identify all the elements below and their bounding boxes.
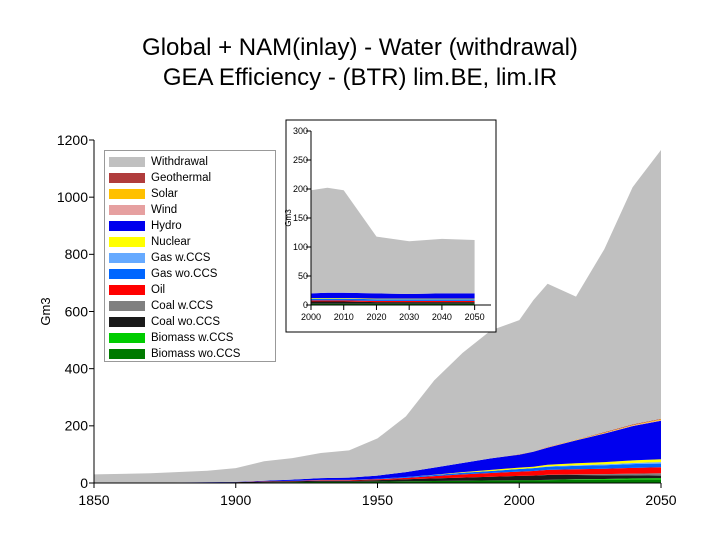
legend-swatch — [109, 317, 145, 327]
legend-label: Coal w.CCS — [151, 300, 213, 312]
inset-y-tick-label: 150 — [293, 213, 308, 223]
series-oil — [94, 467, 661, 483]
legend-swatch — [109, 269, 145, 279]
legend-swatch — [109, 253, 145, 263]
chart-title-line1: Global + NAM(inlay) - Water (withdrawal) — [142, 34, 578, 61]
y-tick-label: 800 — [65, 246, 89, 262]
y-axis-label: Gm3 — [38, 297, 53, 325]
legend-label: Oil — [151, 284, 166, 296]
legend-item-oil: Oil — [109, 282, 273, 298]
legend-swatch — [109, 221, 145, 231]
y-tick-label: 600 — [65, 303, 89, 319]
legend-label: Solar — [151, 188, 178, 200]
legend-swatch — [109, 333, 145, 343]
y-tick-label: 200 — [65, 418, 89, 434]
inset-x-tick-label: 2000 — [301, 312, 321, 322]
legend-swatch — [109, 173, 145, 183]
legend-swatch — [109, 349, 145, 359]
legend-label: Geothermal — [151, 172, 212, 184]
inset-axes: 0 50 100 150 200 250 300 2000 2010 2020 2030 2040 20… — [284, 126, 491, 322]
inset-y-axis-label: Gm3 — [284, 209, 293, 227]
legend-item-nuclear: Nuclear — [109, 234, 273, 250]
inset-x-tick-label: 2040 — [432, 312, 452, 322]
legend-swatch — [109, 301, 145, 311]
legend-item-geothermal: Geothermal — [109, 170, 273, 186]
legend-item-wind: Wind — [109, 202, 273, 218]
legend-item-coal-wo-ccs: Coal wo.CCS — [109, 314, 273, 330]
x-tick-label: 1850 — [78, 492, 109, 508]
series-coal-w-ccs — [94, 473, 661, 483]
inset-x-tick-label: 2030 — [399, 312, 419, 322]
legend-swatch — [109, 157, 145, 167]
legend-label: Gas w.CCS — [151, 252, 211, 264]
series-coal-wo-ccs — [94, 475, 661, 483]
legend-swatch — [109, 189, 145, 199]
legend-item-biomass-w-ccs: Biomass w.CCS — [109, 330, 273, 346]
x-tick-label: 1900 — [220, 492, 251, 508]
inset-y-tick-label: 100 — [293, 242, 308, 252]
x-tick-label: 1950 — [362, 492, 393, 508]
inset-y-tick-label: 300 — [293, 126, 308, 136]
x-tick-label: 2050 — [645, 492, 676, 508]
inset-series-hydro — [311, 292, 475, 299]
inset-x-tick-label: 2010 — [334, 312, 354, 322]
inset-series-gas-wo-ccs — [311, 298, 475, 301]
y-tick-label: 1000 — [57, 189, 88, 205]
inset-x-tick-label: 2020 — [366, 312, 386, 322]
legend-label: Hydro — [151, 220, 182, 232]
inset-y-tick-label: 200 — [293, 184, 308, 194]
legend-item-gas-wo-ccs: Gas wo.CCS — [109, 266, 273, 282]
inset-y-tick-label: 250 — [293, 155, 308, 165]
legend-item-withdrawal: Withdrawal — [109, 154, 273, 170]
chart-title-line2: GEA Efficiency - (BTR) lim.BE, lim.IR — [162, 64, 558, 91]
inset-y-tick-label: 50 — [298, 271, 308, 281]
legend-label: Withdrawal — [151, 156, 208, 168]
y-tick-label: 1200 — [57, 132, 88, 148]
legend-label: Nuclear — [151, 236, 191, 248]
legend-label: Biomass w.CCS — [151, 332, 234, 344]
legend-swatch — [109, 285, 145, 295]
inset-y-tick-label: 0 — [303, 300, 308, 310]
series-hydro — [94, 420, 661, 483]
legend-swatch — [109, 237, 145, 247]
legend-swatch — [109, 205, 145, 215]
legend-label: Gas wo.CCS — [151, 268, 218, 280]
legend-item-solar: Solar — [109, 186, 273, 202]
legend-item-gas-w-ccs: Gas w.CCS — [109, 250, 273, 266]
main-plot-areas — [94, 150, 661, 483]
legend-item-hydro: Hydro — [109, 218, 273, 234]
y-tick-label: 400 — [65, 361, 89, 377]
series-withdrawal — [94, 150, 661, 483]
series-gas-wo-ccs — [94, 463, 661, 483]
legend-item-biomass-wo-ccs: Biomass wo.CCS — [109, 346, 273, 362]
legend-item-coal-w-ccs: Coal w.CCS — [109, 298, 273, 314]
inset-series-withdrawal — [311, 187, 475, 294]
inset-series-oil — [311, 300, 475, 303]
legend-label: Biomass wo.CCS — [151, 348, 241, 360]
y-tick-label: 0 — [80, 475, 88, 491]
legend: Withdrawal Geothermal Solar Wind Hydro Nuclea… — [104, 150, 276, 362]
x-tick-label: 2000 — [504, 492, 535, 508]
inset-series-coal-wo-ccs — [311, 301, 475, 304]
legend-label: Wind — [151, 204, 178, 216]
inset-x-tick-label: 2050 — [465, 312, 485, 322]
inset-plot: 0 50 100 150 200 250 300 2000 2010 2020 2030 2040 20… — [284, 119, 497, 333]
series-biomass-wo-ccs — [94, 479, 661, 483]
legend-label: Coal wo.CCS — [151, 316, 221, 328]
